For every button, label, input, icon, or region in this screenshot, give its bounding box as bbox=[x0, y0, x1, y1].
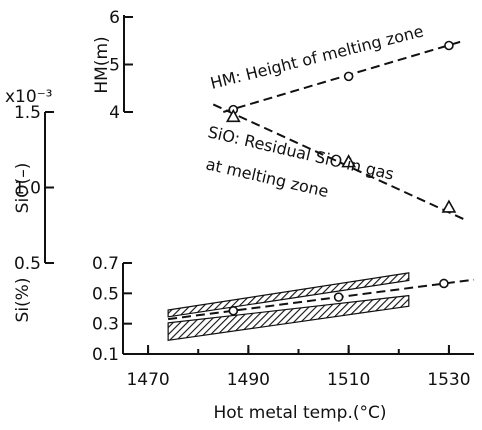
si-y-tick-label: 0.3 bbox=[92, 315, 119, 335]
hm-y-tick-label: 6 bbox=[109, 8, 120, 28]
x-tick-label: 1490 bbox=[227, 370, 270, 390]
si-bands bbox=[167, 272, 410, 342]
si-y-tick-label: 0.7 bbox=[92, 254, 119, 274]
si-point bbox=[333, 292, 344, 302]
hm-point bbox=[444, 40, 454, 51]
sio-point bbox=[341, 154, 357, 168]
sio-y-tick-label: 1.0 bbox=[14, 179, 41, 199]
x-axis-label: Hot metal temp.(°C) bbox=[214, 403, 387, 423]
si-trend-line bbox=[168, 278, 475, 321]
trend-lines bbox=[168, 39, 475, 321]
si-point bbox=[228, 305, 239, 316]
sio-point bbox=[225, 108, 241, 123]
sio-axis-label: SiO(–) bbox=[13, 163, 33, 214]
ticks bbox=[45, 16, 450, 355]
si-y-tick-label: 0.1 bbox=[92, 345, 119, 365]
sio-y-tick-label: 0.5 bbox=[14, 254, 41, 274]
x-tick-label: 1530 bbox=[427, 370, 470, 390]
si-band-2 bbox=[167, 294, 410, 342]
sio-y-tick-label: 1.5 bbox=[14, 103, 41, 123]
hm-y-tick-label: 5 bbox=[109, 56, 120, 76]
x-tick-label: 1510 bbox=[327, 370, 370, 390]
hm-y-tick-label: 4 bbox=[109, 103, 120, 123]
sio-scale-label: x10⁻³ bbox=[5, 87, 52, 107]
sio-trend-line bbox=[212, 103, 465, 221]
si-band-1 bbox=[167, 272, 410, 318]
si-y-tick-label: 0.5 bbox=[92, 284, 119, 304]
si-point bbox=[439, 278, 449, 289]
tick-labels: 4 5 6 0.5 1.0 1.5 0.1 0.3 0.5 0.7 1470 1490 1510 1530 bbox=[14, 8, 471, 390]
hm-axis-label: HM(m) bbox=[92, 36, 112, 93]
x-tick-label: 1470 bbox=[126, 370, 169, 390]
si-axis-label: Si(%) bbox=[13, 278, 33, 323]
sio-point bbox=[441, 199, 457, 213]
hm-annotation: HM: Height of melting zone bbox=[208, 21, 425, 92]
hm-point bbox=[343, 71, 354, 82]
data-markers bbox=[225, 40, 457, 316]
